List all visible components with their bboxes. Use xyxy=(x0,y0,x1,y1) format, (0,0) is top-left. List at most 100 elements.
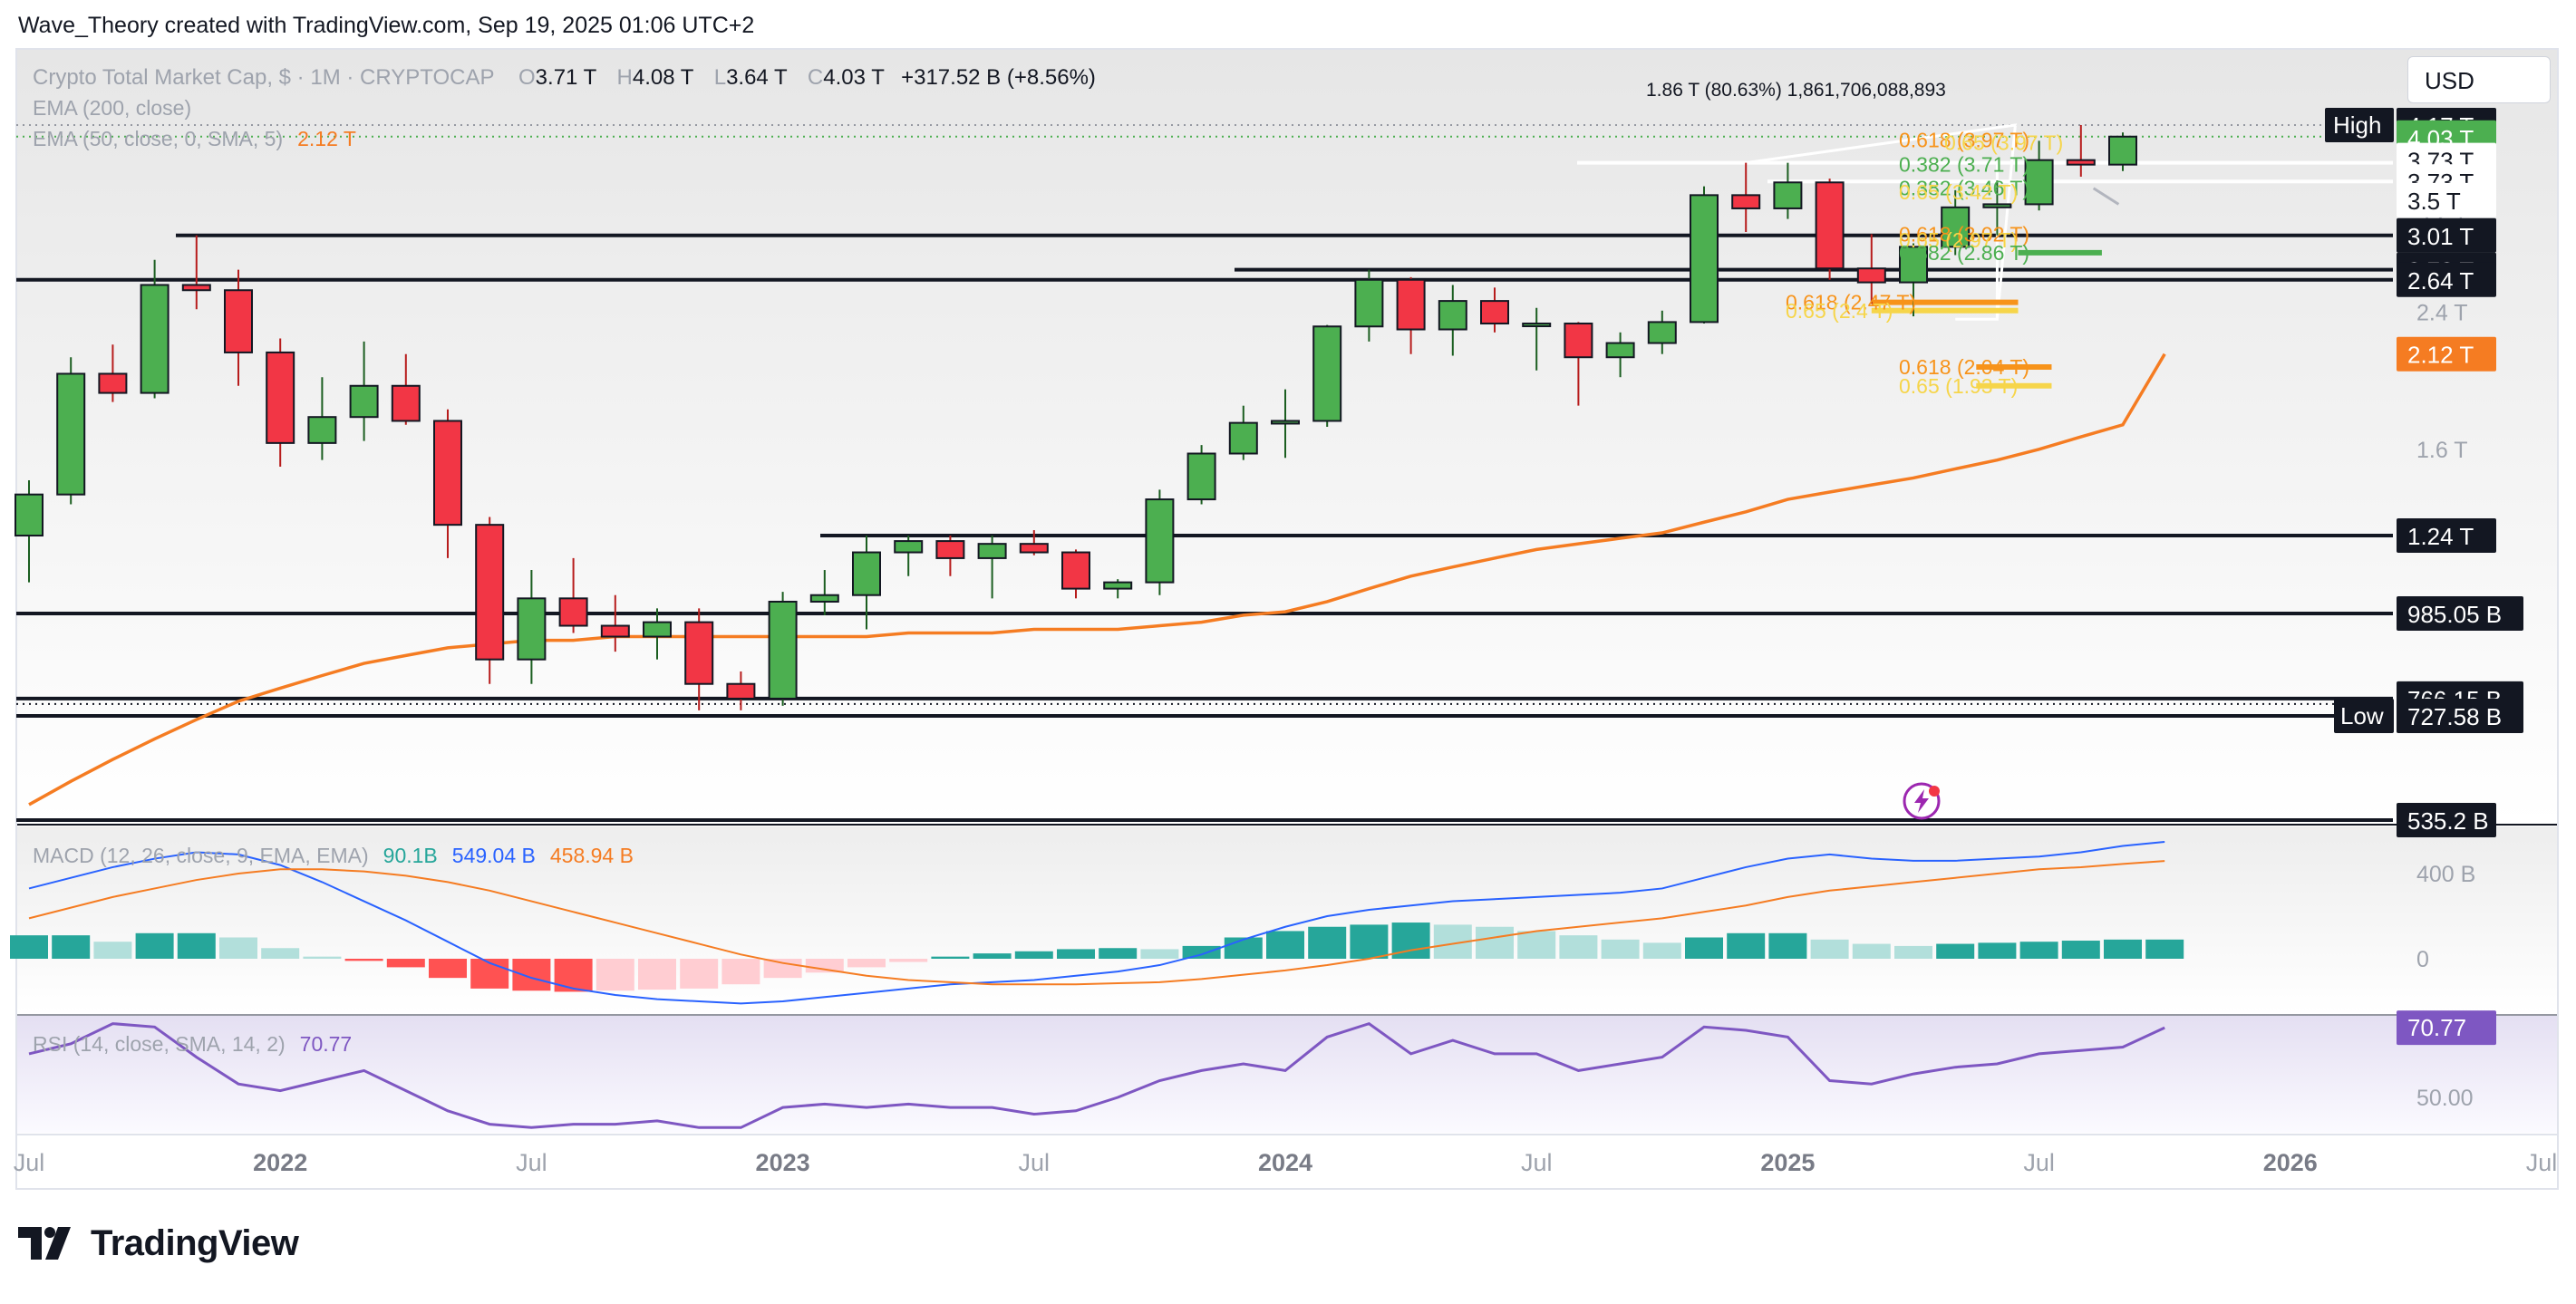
candle-body xyxy=(1690,194,1719,324)
fib-label: 0.65 (2.97 T) xyxy=(1899,228,2018,252)
candle-body xyxy=(977,543,1007,559)
rsi-value-box xyxy=(2397,1010,2496,1046)
macd-hist-bar xyxy=(1685,937,1723,959)
macd-hist-bar xyxy=(721,959,760,985)
price-tick: 2.4 T xyxy=(2416,300,2468,325)
price-label-text: 727.58 B xyxy=(2407,703,2502,730)
candle-body xyxy=(1228,421,1258,455)
ema-lines xyxy=(28,353,2166,807)
candle-body xyxy=(1564,323,1593,359)
low-tag-box xyxy=(2334,698,2394,733)
price-label-box xyxy=(2397,698,2523,733)
price-label-box xyxy=(2397,518,2496,554)
legend-change: +317.52 B (+8.56%) xyxy=(901,65,1096,90)
macd-hist-bar xyxy=(1140,949,1179,959)
macd-hist-bar xyxy=(847,959,886,968)
price-label-text: 3.01 T xyxy=(2407,223,2474,250)
fib-label: 0.65 (3.42 T) xyxy=(1899,180,2018,204)
candle-body xyxy=(517,597,547,661)
candle-body xyxy=(307,416,337,444)
macd-hist-bar xyxy=(2145,939,2184,959)
candle-body xyxy=(809,594,839,603)
candle-body xyxy=(1061,551,1090,590)
fib-label: 0.618 (2.04 T) xyxy=(1899,355,2029,379)
price-label-text: 3.5 T xyxy=(2407,188,2461,215)
price-label-text: 2.12 T xyxy=(2407,342,2474,369)
candle-body xyxy=(181,284,211,292)
rsi-pane-bg xyxy=(16,1015,2558,1133)
fib-labels: 0.618 (3.97 T)0.65 (3.97 T)0.382 (3.71 T… xyxy=(1786,128,2063,397)
macd-hist-bar xyxy=(429,959,467,979)
fib-label: 0.65 (1.93 T) xyxy=(1899,374,2018,398)
macd-hist-bar xyxy=(1224,937,1263,959)
candle-body xyxy=(349,384,379,419)
candle-body xyxy=(1103,581,1133,590)
macd-hist-bar xyxy=(1099,948,1138,959)
time-label: 2024 xyxy=(1258,1149,1312,1176)
candle-body xyxy=(1856,267,1886,284)
candle-body xyxy=(1773,181,1803,209)
legend-l-value: 3.64 T xyxy=(726,65,788,90)
candle-body xyxy=(1815,181,1845,270)
time-label: 2025 xyxy=(1760,1149,1815,1176)
rsi-line xyxy=(28,1021,2165,1129)
currency-button[interactable]: USD xyxy=(2407,56,2551,103)
chart-frame xyxy=(15,48,2559,1190)
macd-hist-value: 90.1B xyxy=(383,844,438,867)
macd-hist-bar xyxy=(931,956,970,959)
macd-hist-bar xyxy=(554,959,593,992)
macd-hist-bar xyxy=(93,942,132,959)
macd-hist-bar xyxy=(1601,939,1640,959)
tradingview-logo[interactable]: TradingView xyxy=(18,1223,299,1263)
macd-hist-bar xyxy=(1266,931,1304,959)
candle-body xyxy=(1480,300,1509,325)
rsi-pane: 50.00 70.77 xyxy=(28,1010,2496,1129)
macd-hist-bar xyxy=(1057,949,1095,959)
price-tick: 1.6 T xyxy=(2416,438,2468,463)
candle-body xyxy=(1271,420,1300,425)
macd-line-value: 549.04 B xyxy=(452,844,536,867)
time-label: Jul xyxy=(1521,1149,1553,1176)
macd-hist-bar xyxy=(1978,942,2017,959)
candle-body xyxy=(1019,543,1049,554)
high-tag-text: High xyxy=(2333,111,2381,139)
candle-body xyxy=(684,621,714,685)
candle-body xyxy=(600,624,630,638)
candle-body xyxy=(98,372,128,394)
macd-hist-bar xyxy=(52,935,91,959)
candle-body xyxy=(894,540,924,554)
candle-body xyxy=(2024,159,2054,206)
macd-hist-bar xyxy=(2104,939,2142,959)
candle-body xyxy=(391,384,421,422)
candle-body xyxy=(1438,300,1467,331)
candle-body xyxy=(1605,342,1635,359)
price-label-box xyxy=(2397,803,2496,837)
measure-label: 1.86 T (80.63%) 1,861,706,088,893 xyxy=(1646,80,1946,101)
fib-drawings xyxy=(1745,123,2120,389)
macd-hist-bar xyxy=(889,959,928,962)
macd-hist-bar xyxy=(219,937,257,959)
candle-body xyxy=(1647,321,1677,344)
rsi-value-label: 70.77 xyxy=(2407,1014,2466,1041)
rsi-value: 70.77 xyxy=(300,1032,353,1056)
macd-hist-bar xyxy=(973,953,1012,959)
fib-label: 0.382 (3.71 T) xyxy=(1899,153,2029,177)
lightning-icon[interactable] xyxy=(1903,782,1941,820)
fib-label: 0.65 (3.97 T) xyxy=(1944,130,2063,154)
macd-hist-bar xyxy=(1727,932,1766,959)
candle-body xyxy=(475,524,505,661)
price-label-box xyxy=(2397,182,2496,217)
legend-o-label: O xyxy=(518,65,536,90)
candle-body xyxy=(1899,246,1928,284)
low-tag-text: Low xyxy=(2340,702,2384,729)
macd-hist-bar xyxy=(1476,926,1514,959)
candle-body xyxy=(266,351,295,444)
macd-hist-bar xyxy=(1642,942,1681,959)
price-label-box xyxy=(2397,596,2523,632)
macd-hist-bar xyxy=(805,959,844,973)
macd-line xyxy=(28,840,2165,1005)
macd-tick: 400 B xyxy=(2416,862,2475,887)
macd-hist-bar xyxy=(261,948,300,959)
